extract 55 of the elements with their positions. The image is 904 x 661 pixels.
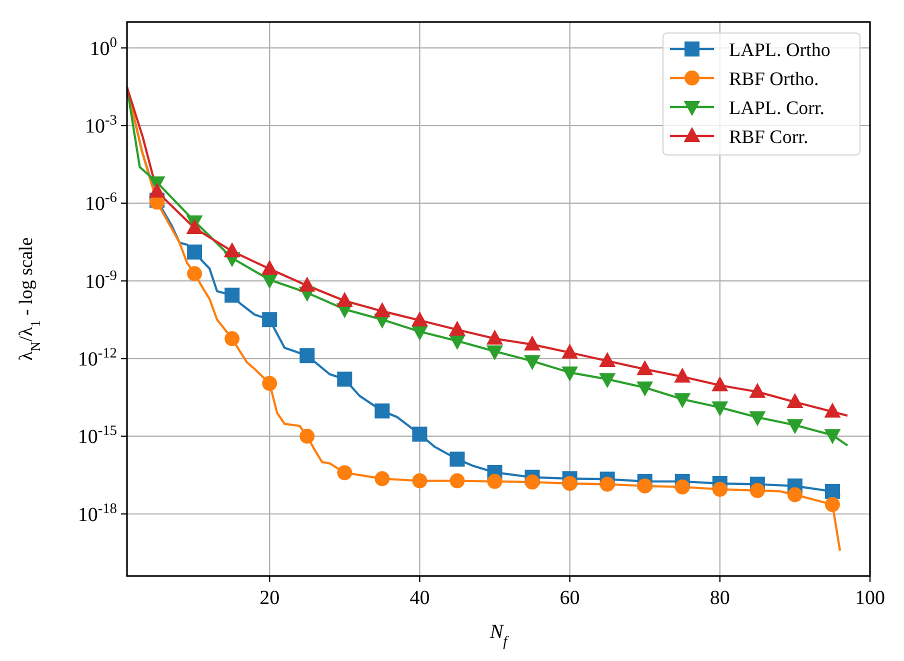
point (300, 348, 315, 364)
y-tick-label: 10$^{-9}$ (85, 268, 117, 293)
point (412, 473, 428, 488)
point (824, 429, 841, 444)
point (374, 403, 390, 418)
y-tick-label: 10$^{-15}$ (78, 423, 117, 448)
legend-label: RBF Ortho. (729, 69, 819, 90)
point (750, 483, 765, 498)
legend-label: RBF Corr. (729, 127, 808, 148)
point (224, 331, 240, 346)
point (300, 428, 315, 444)
point (636, 382, 654, 397)
point (824, 484, 840, 499)
x-tick-label: 60 (560, 587, 580, 609)
point (337, 372, 352, 387)
x-tick-label: 40 (410, 587, 430, 609)
point (486, 345, 503, 360)
point (712, 401, 728, 416)
point (262, 312, 278, 328)
point (524, 474, 540, 490)
point (187, 244, 202, 260)
point (262, 376, 278, 391)
y-tick-label: 10$^{-3}$ (85, 112, 117, 138)
y-tick-label: 10$^{-6}$ (85, 190, 117, 216)
point (412, 426, 428, 442)
point (524, 355, 541, 370)
y-tick-label: 10$^{0}$ (90, 34, 117, 60)
point (487, 474, 502, 489)
point (187, 266, 202, 282)
legend-label: LAPL. Ortho (729, 40, 830, 61)
point (637, 478, 652, 494)
point (562, 476, 578, 491)
y-tick-label: 10$^{-18}$ (78, 500, 117, 526)
point (600, 476, 615, 492)
point (674, 479, 690, 494)
point (786, 419, 804, 434)
x-axis-title: N$_{f}$ (488, 621, 510, 650)
point (562, 366, 578, 382)
point (224, 288, 240, 303)
point (337, 465, 352, 480)
x-tick-label: 20 (260, 587, 280, 609)
point (749, 411, 766, 426)
x-tick-label: 80 (710, 587, 730, 609)
point (599, 373, 616, 388)
point (448, 334, 466, 350)
point (712, 482, 728, 497)
y-tick-label: 10$^{-12}$ (78, 346, 117, 371)
point (824, 497, 840, 512)
legend-label: LAPL. Corr. (729, 98, 825, 119)
point (674, 393, 691, 408)
point (374, 471, 390, 486)
point (787, 487, 802, 502)
point (450, 452, 465, 467)
x-tick-label: 100 (855, 587, 885, 609)
point (450, 473, 465, 488)
